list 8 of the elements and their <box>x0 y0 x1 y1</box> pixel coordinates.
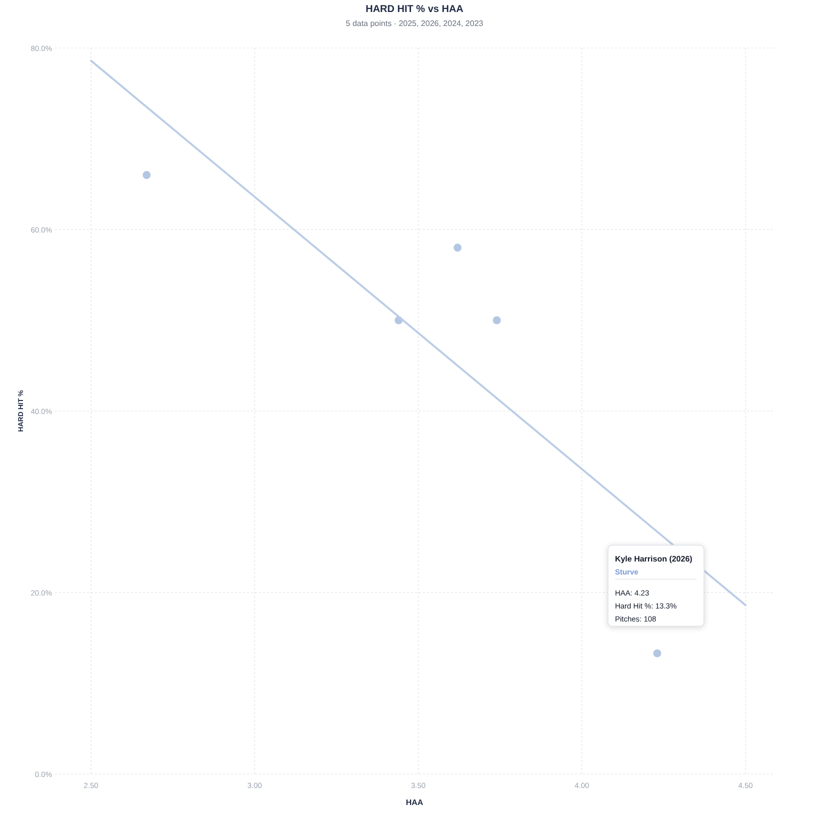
chart-subtitle: 5 data points · 2025, 2026, 2024, 2023 <box>346 19 484 28</box>
annotation: Kyle Harrison (2026) <box>614 554 693 564</box>
chart-title: HARD HIT % vs HAA <box>366 4 464 15</box>
x-axis-title: HAA <box>406 798 424 807</box>
point <box>653 649 662 658</box>
point <box>492 316 501 324</box>
point <box>454 244 462 252</box>
point <box>142 171 151 180</box>
